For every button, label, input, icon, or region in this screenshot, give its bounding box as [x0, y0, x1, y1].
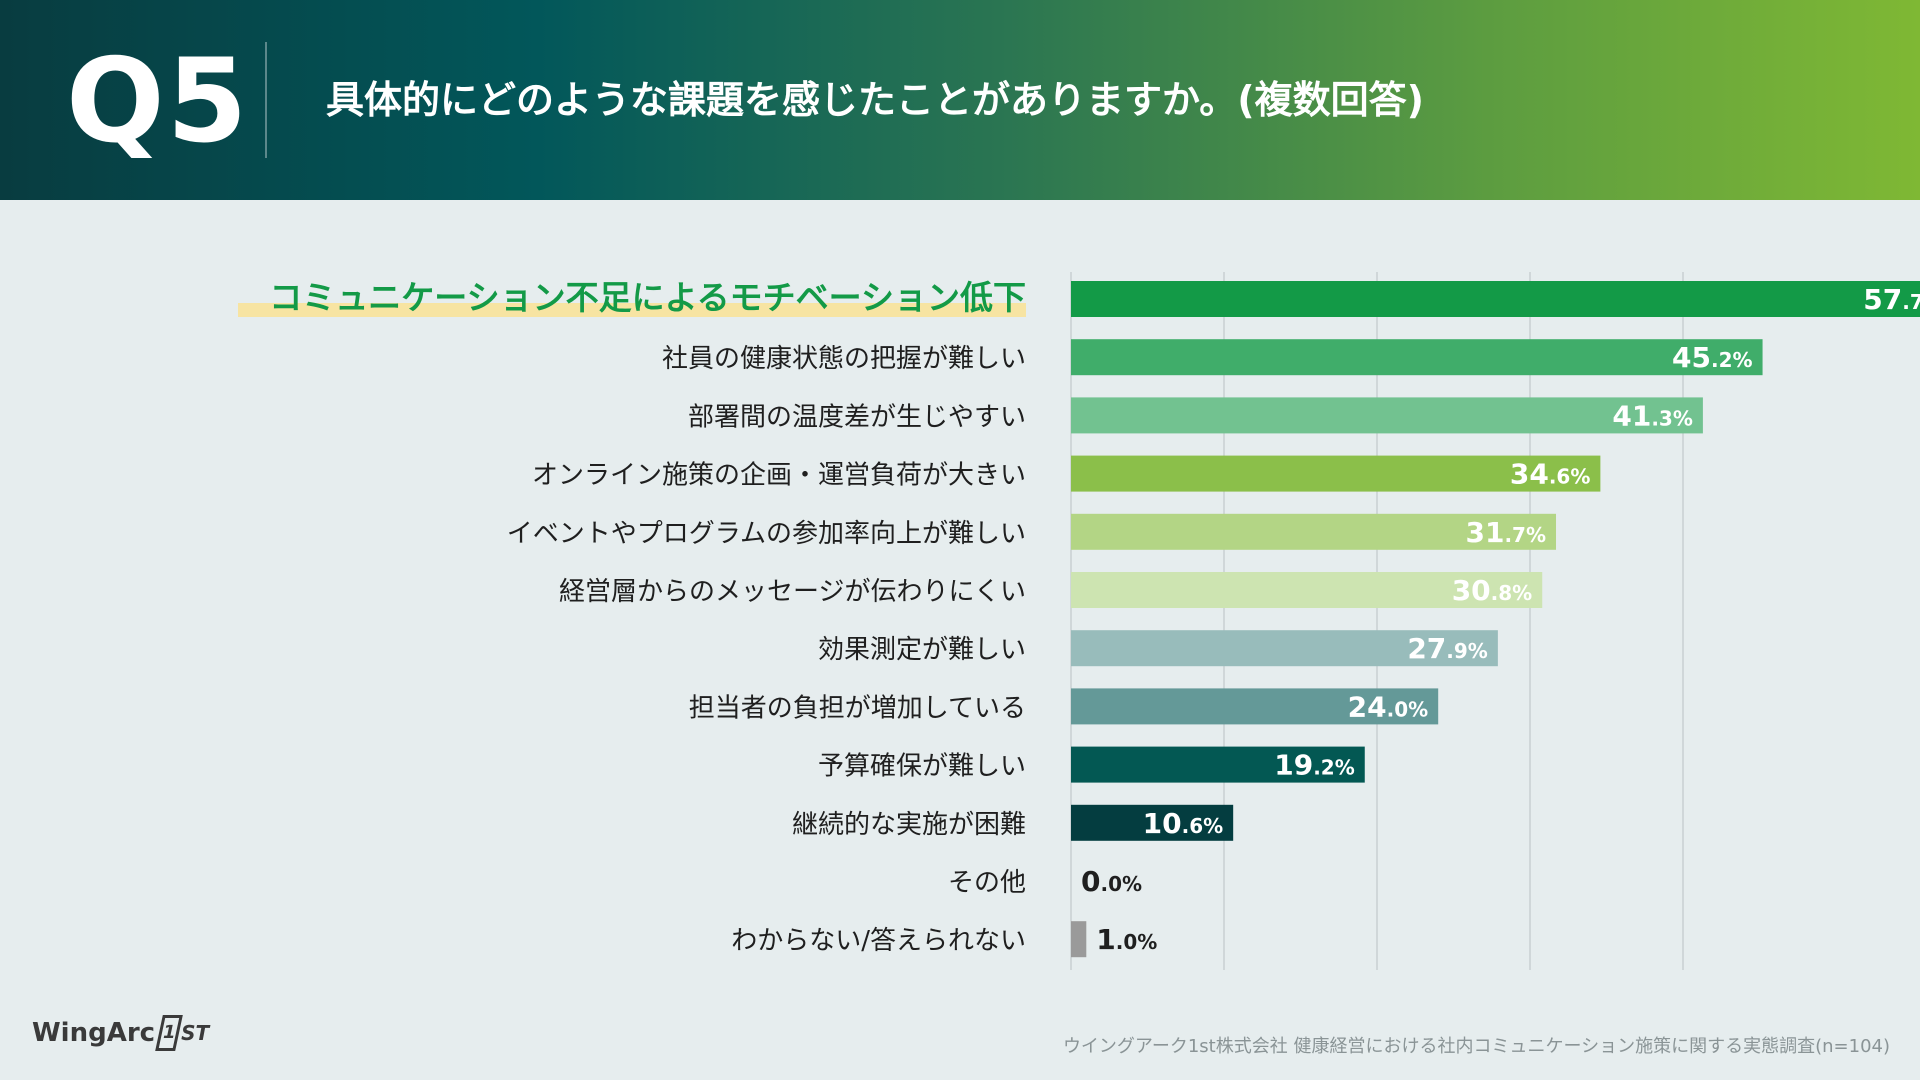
category-label: 継続的な実施が困難 — [792, 810, 1026, 840]
bar — [1071, 572, 1543, 608]
bar — [1071, 339, 1763, 376]
category-label: 経営層からのメッセージが伝わりにくい — [559, 577, 1026, 607]
bar — [1071, 513, 1557, 550]
header-divider — [265, 42, 267, 158]
value-label: 45.2% — [1672, 341, 1753, 374]
bar — [1071, 281, 1920, 317]
value-label: 19.2% — [1274, 749, 1355, 782]
logo-text: WingArc — [32, 1018, 156, 1048]
value-label: 34.6% — [1510, 458, 1591, 491]
category-label: イベントやプログラムの参加率向上が難しい — [507, 519, 1026, 549]
value-label: 31.7% — [1465, 516, 1546, 549]
value-label: 30.8% — [1452, 574, 1533, 607]
bar — [1071, 397, 1703, 434]
header-banner: Q5 具体的にどのような課題を感じたことがありますか。(複数回答) — [0, 0, 1920, 200]
label-highlight-marker — [238, 303, 1026, 317]
question-title: 具体的にどのような課題を感じたことがありますか。(複数回答) — [326, 78, 1424, 122]
bar — [1071, 921, 1087, 958]
bar — [1071, 804, 1234, 841]
value-label: 27.9% — [1407, 632, 1488, 665]
bar — [1071, 455, 1601, 492]
logo-mark: 1 — [155, 1015, 183, 1051]
value-label: 0.0% — [1081, 865, 1142, 898]
bar — [1071, 746, 1365, 783]
category-label: 社員の健康状態の把握が難しい — [662, 344, 1026, 374]
value-label: 57.7% — [1863, 283, 1920, 316]
value-label: 10.6% — [1143, 807, 1224, 840]
category-label: その他 — [948, 868, 1026, 898]
category-label: 部署間の温度差が生じやすい — [688, 402, 1026, 432]
value-label: 41.3% — [1612, 399, 1693, 432]
bar — [1071, 688, 1439, 725]
logo-suffix: ST — [181, 1021, 210, 1045]
survey-source-note: ウイングアーク1st株式会社 健康経営における社内コミュニケーション施策に関する… — [1062, 1036, 1890, 1057]
bar-chart: コミュニケーション不足によるモチベーション低下 57.7% 社員の健康状態の把握が難… — [238, 272, 1920, 970]
category-label: オンライン施策の企画・運営負荷が大きい — [532, 461, 1026, 491]
category-label: 効果測定が難しい — [818, 635, 1026, 665]
category-label: 予算確保が難しい — [818, 752, 1026, 782]
question-number: Q5 — [66, 34, 250, 169]
category-label: 担当者の負担が増加している — [689, 693, 1026, 723]
bar — [1071, 630, 1498, 667]
value-label: 24.0% — [1348, 690, 1429, 723]
category-label: コミュニケーション不足によるモチベーション低下 — [269, 278, 1026, 317]
value-label: 1.0% — [1096, 923, 1157, 956]
wingarc-logo: WingArc 1 ST — [32, 1015, 209, 1051]
category-label: わからない/答えられない — [731, 926, 1026, 956]
